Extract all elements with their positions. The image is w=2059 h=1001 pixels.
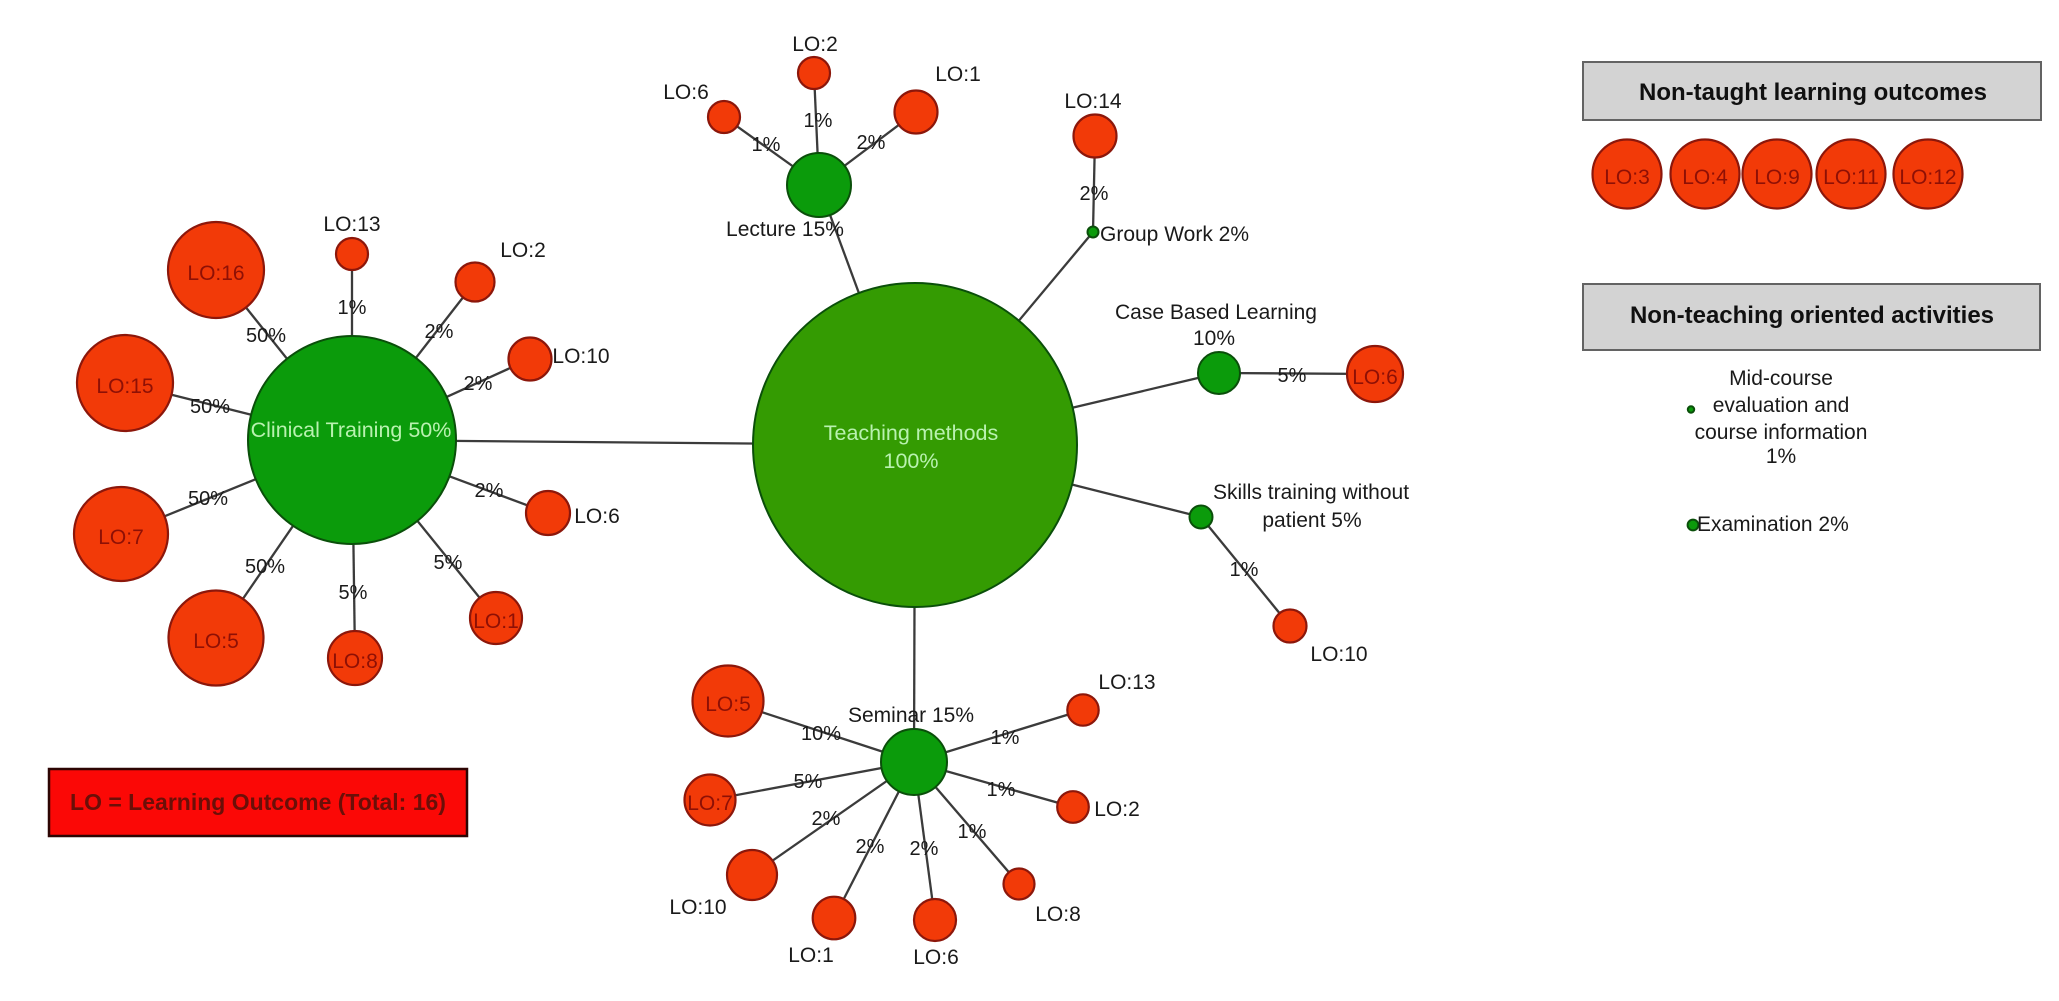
svg-text:LO:1: LO:1 bbox=[788, 944, 834, 967]
svg-text:Lecture 15%: Lecture 15% bbox=[726, 218, 844, 241]
svg-text:100%: 100% bbox=[884, 449, 939, 473]
svg-text:1%: 1% bbox=[1230, 559, 1259, 581]
svg-text:LO:6: LO:6 bbox=[913, 946, 959, 969]
svg-text:Examination 2%: Examination 2% bbox=[1697, 513, 1849, 536]
svg-text:LO:13: LO:13 bbox=[323, 213, 380, 236]
svg-text:LO:14: LO:14 bbox=[1064, 90, 1122, 113]
svg-text:Mid-course: Mid-course bbox=[1729, 367, 1833, 390]
svg-text:1%: 1% bbox=[804, 110, 833, 132]
svg-text:LO:2: LO:2 bbox=[500, 239, 546, 262]
svg-text:2%: 2% bbox=[857, 132, 886, 154]
svg-text:LO:11: LO:11 bbox=[1823, 166, 1879, 189]
svg-text:1%: 1% bbox=[338, 297, 367, 319]
svg-text:LO:2: LO:2 bbox=[1094, 798, 1140, 821]
svg-text:LO:9: LO:9 bbox=[1754, 166, 1800, 189]
svg-text:Clinical Training 50%: Clinical Training 50% bbox=[251, 418, 452, 442]
svg-text:50%: 50% bbox=[190, 396, 230, 418]
svg-text:1%: 1% bbox=[991, 727, 1020, 749]
svg-text:LO:5: LO:5 bbox=[705, 693, 751, 716]
svg-text:10%: 10% bbox=[801, 723, 841, 745]
svg-text:50%: 50% bbox=[245, 556, 285, 578]
svg-text:LO:8: LO:8 bbox=[1035, 903, 1081, 926]
svg-text:LO:8: LO:8 bbox=[332, 650, 378, 673]
svg-text:LO:16: LO:16 bbox=[187, 262, 244, 285]
svg-text:Case Based Learning: Case Based Learning bbox=[1115, 301, 1317, 324]
svg-text:evaluation and: evaluation and bbox=[1713, 394, 1850, 417]
svg-text:5%: 5% bbox=[434, 552, 463, 574]
svg-text:2%: 2% bbox=[1080, 183, 1109, 205]
svg-text:2%: 2% bbox=[812, 808, 841, 830]
svg-text:1%: 1% bbox=[752, 134, 781, 156]
svg-text:10%: 10% bbox=[1193, 327, 1235, 350]
svg-text:LO:10: LO:10 bbox=[1310, 643, 1367, 666]
svg-text:Skills training without: Skills training without bbox=[1213, 481, 1409, 504]
svg-text:course information: course information bbox=[1695, 421, 1868, 444]
svg-text:50%: 50% bbox=[188, 488, 228, 510]
svg-text:LO:6: LO:6 bbox=[663, 81, 709, 104]
svg-text:2%: 2% bbox=[464, 373, 493, 395]
svg-text:LO:1: LO:1 bbox=[473, 610, 519, 633]
svg-text:5%: 5% bbox=[339, 582, 368, 604]
svg-text:LO:10: LO:10 bbox=[669, 896, 726, 919]
svg-text:5%: 5% bbox=[1278, 365, 1307, 387]
svg-text:1%: 1% bbox=[958, 821, 987, 843]
svg-text:LO:10: LO:10 bbox=[552, 345, 609, 368]
svg-text:Non-taught learning outcomes: Non-taught learning outcomes bbox=[1639, 79, 1987, 106]
svg-text:2%: 2% bbox=[475, 480, 504, 502]
svg-text:LO:1: LO:1 bbox=[935, 63, 981, 86]
svg-text:1%: 1% bbox=[987, 779, 1016, 801]
svg-text:LO:15: LO:15 bbox=[96, 375, 153, 398]
svg-text:Group Work 2%: Group Work 2% bbox=[1100, 223, 1249, 246]
svg-text:patient 5%: patient 5% bbox=[1262, 509, 1361, 532]
svg-text:LO:5: LO:5 bbox=[193, 630, 239, 653]
svg-text:LO = Learning Outcome (Total:: LO = Learning Outcome (Total: 16) bbox=[70, 789, 446, 815]
svg-text:Seminar 15%: Seminar 15% bbox=[848, 704, 974, 727]
svg-text:1%: 1% bbox=[1766, 445, 1796, 468]
svg-text:LO:3: LO:3 bbox=[1604, 166, 1650, 189]
svg-text:5%: 5% bbox=[794, 771, 823, 793]
svg-text:2%: 2% bbox=[856, 836, 885, 858]
svg-text:LO:4: LO:4 bbox=[1682, 166, 1728, 189]
svg-text:LO:7: LO:7 bbox=[98, 526, 144, 549]
svg-text:LO:2: LO:2 bbox=[792, 33, 838, 56]
svg-text:50%: 50% bbox=[246, 325, 286, 347]
svg-text:LO:13: LO:13 bbox=[1098, 671, 1155, 694]
svg-text:LO:12: LO:12 bbox=[1899, 166, 1956, 189]
svg-text:LO:6: LO:6 bbox=[1352, 366, 1398, 389]
svg-text:LO:6: LO:6 bbox=[574, 505, 620, 528]
svg-text:2%: 2% bbox=[425, 321, 454, 343]
svg-text:Teaching methods: Teaching methods bbox=[824, 421, 999, 445]
svg-text:2%: 2% bbox=[910, 838, 939, 860]
svg-text:LO:7: LO:7 bbox=[687, 792, 733, 815]
svg-text:Non-teaching oriented activiti: Non-teaching oriented activities bbox=[1630, 302, 1994, 329]
